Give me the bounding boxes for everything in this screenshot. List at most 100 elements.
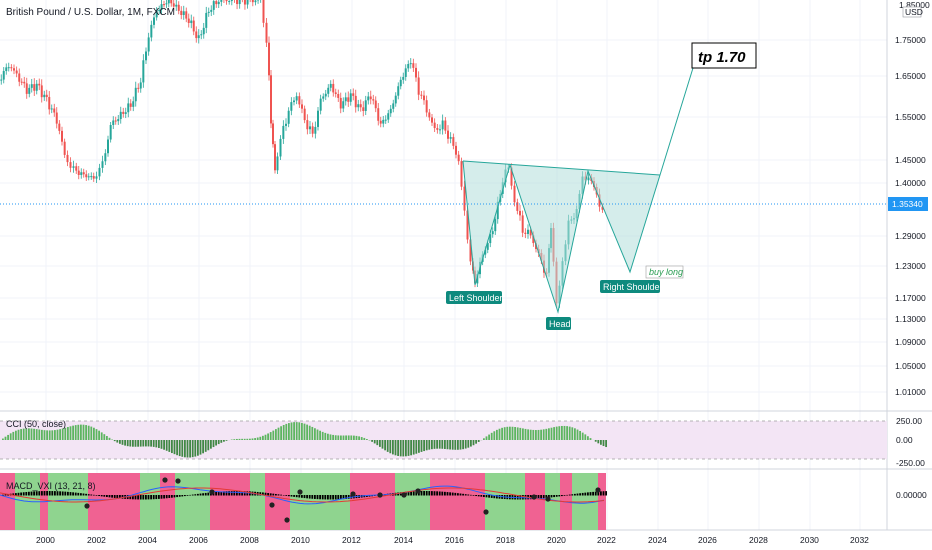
candle-body bbox=[441, 120, 444, 130]
cci-bar bbox=[191, 440, 194, 458]
candle-body bbox=[172, 3, 175, 7]
cci-bar bbox=[35, 429, 38, 440]
cci-bar bbox=[267, 433, 269, 440]
label-target[interactable]: tp 1.70 bbox=[691, 42, 757, 69]
cci-bar bbox=[199, 440, 202, 455]
label-right-shoulder[interactable]: Right Shoulder bbox=[600, 280, 663, 293]
candle-body bbox=[139, 82, 142, 89]
candle-body bbox=[598, 194, 601, 207]
candle-body bbox=[362, 107, 365, 111]
macd-bar bbox=[228, 491, 230, 496]
cci-bar bbox=[280, 426, 282, 440]
macd-bar bbox=[438, 491, 441, 496]
candle-body bbox=[153, 17, 155, 25]
macd-cross-dots bbox=[84, 477, 601, 523]
cci-bar bbox=[501, 427, 503, 440]
macd-bar bbox=[2, 494, 4, 496]
cci-bar bbox=[124, 440, 126, 446]
candle-body bbox=[207, 11, 210, 13]
candle-body bbox=[147, 37, 150, 52]
price-tick: 1.29000 bbox=[895, 231, 926, 241]
head-text: Head bbox=[549, 319, 571, 329]
label-left-shoulder[interactable]: Left Shoulder bbox=[446, 291, 503, 304]
cci-bar bbox=[527, 429, 529, 440]
cci-bar bbox=[428, 440, 431, 450]
candle-body bbox=[95, 176, 98, 179]
macd-bar bbox=[38, 491, 41, 496]
candle-body bbox=[163, 4, 165, 6]
macd-bar bbox=[431, 491, 433, 496]
macd-bar bbox=[147, 495, 150, 500]
macd-bar bbox=[64, 491, 67, 496]
macd-segment bbox=[88, 473, 140, 530]
macd-bar bbox=[483, 495, 485, 498]
cci-bar bbox=[342, 435, 345, 440]
cci-bar bbox=[152, 440, 155, 447]
macd-bar bbox=[498, 495, 501, 499]
macd-bar bbox=[295, 495, 298, 498]
macd-bar bbox=[423, 491, 425, 496]
candle-body bbox=[354, 95, 357, 108]
candle-body bbox=[190, 20, 193, 24]
candle-body bbox=[18, 73, 21, 82]
candle-body bbox=[243, 0, 246, 5]
candle-body bbox=[303, 108, 306, 121]
macd-bar bbox=[457, 493, 459, 496]
cci-bar bbox=[119, 440, 121, 444]
cci-bar bbox=[20, 429, 22, 440]
candle-body bbox=[104, 153, 107, 162]
cci-bar bbox=[251, 438, 254, 440]
cci-bar bbox=[163, 440, 165, 450]
cci-bar bbox=[571, 427, 574, 440]
macd-signal-line bbox=[0, 487, 605, 503]
label-buy-long[interactable]: buy long bbox=[645, 265, 684, 279]
candle-body bbox=[436, 128, 439, 130]
candle-body bbox=[527, 229, 529, 234]
currency-badge-box[interactable] bbox=[902, 6, 922, 18]
head-shoulders-pattern[interactable] bbox=[462, 54, 698, 314]
cci-bar bbox=[298, 422, 301, 440]
macd-bar bbox=[441, 491, 444, 496]
macd-bar bbox=[217, 491, 220, 496]
candle-body bbox=[212, 1, 215, 10]
candle-body bbox=[220, 0, 223, 2]
cci-bar bbox=[462, 440, 464, 450]
candle-body bbox=[165, 3, 168, 5]
cci-bar bbox=[54, 430, 56, 440]
cci-bar bbox=[293, 422, 295, 440]
label-head[interactable]: Head bbox=[546, 317, 571, 330]
candle-body bbox=[486, 243, 489, 250]
macd-bar bbox=[399, 492, 402, 496]
cci-bar bbox=[436, 440, 438, 449]
macd-bar bbox=[571, 494, 574, 496]
candle-body bbox=[202, 27, 205, 35]
cci-bar bbox=[597, 440, 600, 444]
macd-bar bbox=[95, 495, 98, 496]
cci-bar bbox=[243, 438, 246, 440]
cci-bar bbox=[418, 440, 420, 453]
candle-body bbox=[469, 239, 472, 262]
candle-body bbox=[476, 274, 479, 284]
macd-segment bbox=[250, 473, 265, 530]
candle-body bbox=[225, 0, 228, 2]
cci-pane[interactable]: CCI (50, close) 250.00 0.00 -250.00 bbox=[0, 416, 925, 468]
cci-bar bbox=[301, 422, 303, 440]
macd-bar bbox=[425, 491, 428, 496]
candle-body bbox=[80, 172, 83, 175]
macd-pane[interactable]: MACD_VXI (13, 21, 8) 0.00000 bbox=[0, 473, 927, 530]
cci-bar bbox=[77, 424, 80, 440]
cci-bar bbox=[496, 429, 498, 440]
candle-body bbox=[521, 215, 524, 233]
candle-body bbox=[210, 9, 213, 12]
cci-bar bbox=[303, 423, 306, 440]
time-axis[interactable]: 2000 2002 2004 2006 2008 2010 2012 2014 2016 2018… bbox=[36, 535, 869, 545]
cci-bar bbox=[178, 440, 181, 457]
cci-bar bbox=[574, 428, 576, 440]
candle-body bbox=[122, 111, 125, 114]
candle-body bbox=[513, 185, 516, 203]
price-scale[interactable]: 1.85000 USD 1.75000 1.65000 1.55000 1.45000… bbox=[895, 0, 930, 397]
candle-body bbox=[402, 76, 405, 80]
cci-bar bbox=[103, 434, 106, 440]
candle-body bbox=[399, 79, 402, 87]
